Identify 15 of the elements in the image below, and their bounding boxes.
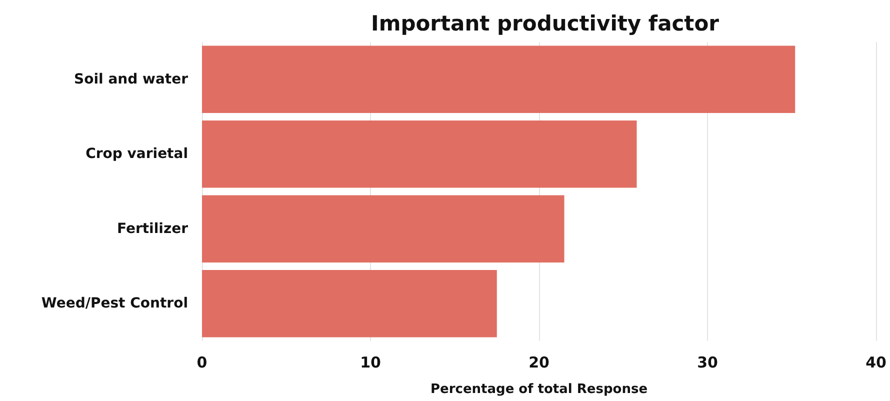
bar <box>202 270 497 338</box>
y-tick-label: Weed/Pest Control <box>41 296 188 312</box>
chart-title: Important productivity factor <box>370 12 720 36</box>
x-tick-label: 20 <box>528 354 550 372</box>
bar <box>202 120 637 188</box>
x-tick-label: 30 <box>697 354 718 372</box>
x-axis-title: Percentage of total Response <box>430 382 648 397</box>
bar <box>202 46 796 114</box>
y-tick-label: Fertilizer <box>116 220 188 237</box>
x-tick-label: 40 <box>866 354 886 372</box>
x-tick-label: 0 <box>196 354 208 372</box>
x-tick-label: 10 <box>360 354 381 372</box>
y-tick-label: Crop varietal <box>86 146 188 162</box>
y-tick-label: Soil and water <box>74 71 188 88</box>
bar <box>202 195 564 263</box>
